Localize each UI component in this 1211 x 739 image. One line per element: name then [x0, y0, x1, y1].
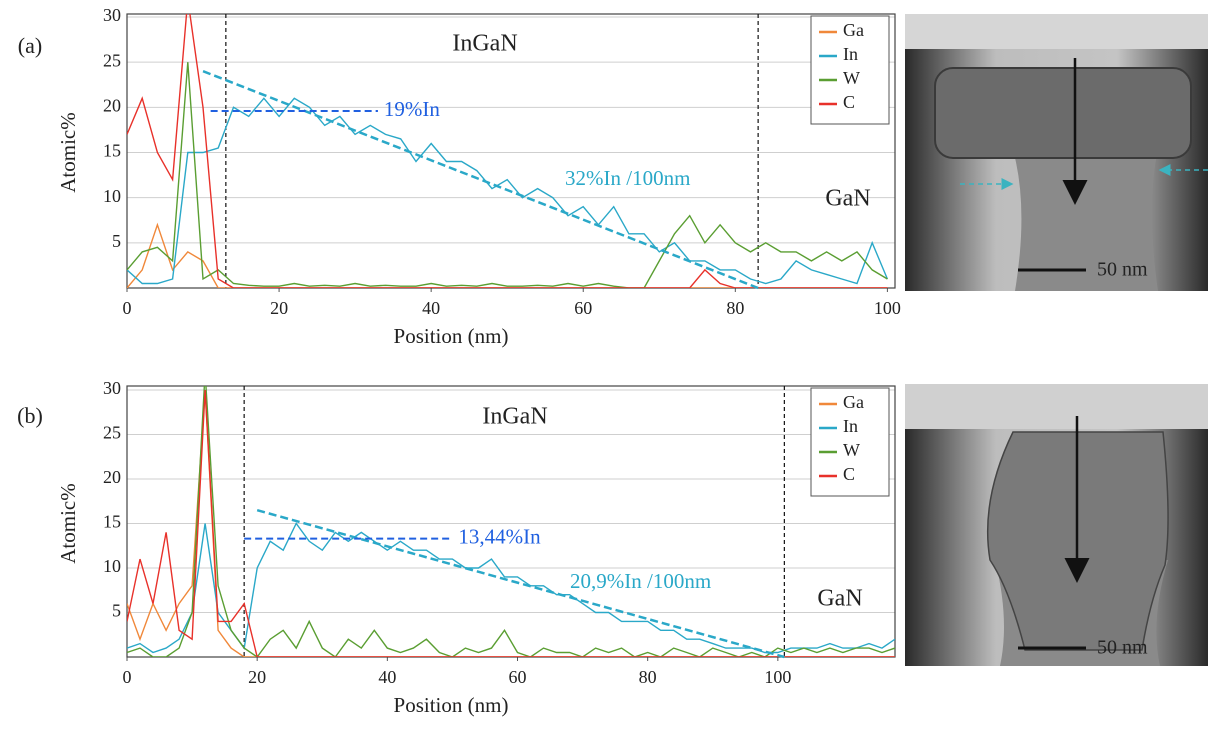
legend-label: In [843, 416, 858, 436]
level-label: 13,44%In [458, 524, 541, 548]
x-tick-label: 40 [422, 298, 440, 318]
y-tick-label: 30 [103, 5, 121, 25]
region-label: GaN [817, 586, 862, 612]
legend-label: Ga [843, 392, 864, 412]
series-line [127, 222, 888, 288]
x-tick-label: 80 [726, 298, 744, 318]
x-tick-label: 0 [123, 667, 132, 687]
x-tick-label: 100 [764, 667, 791, 687]
series-line [127, 62, 888, 288]
y-tick-label: 25 [103, 50, 121, 70]
y-tick-label: 5 [112, 231, 121, 251]
legend-label: C [843, 92, 855, 112]
y-tick-label: 10 [103, 186, 121, 206]
x-tick-label: 20 [248, 667, 266, 687]
series-line [127, 97, 889, 285]
y-tick-label: 30 [103, 378, 121, 398]
tem-image-a: 50 nm [905, 14, 1208, 291]
level-label: 19%In [384, 97, 440, 121]
y-tick-label: 20 [103, 95, 121, 115]
legend-label: In [843, 44, 858, 64]
trend-line [202, 70, 759, 290]
panel-label: (a) [18, 33, 42, 58]
region-label: GaN [825, 186, 870, 212]
chart: (b) 5 10 15 20 25 30 0 20 40 60 80 100 Position (nm) A… [17, 378, 896, 717]
legend-label: W [843, 440, 860, 460]
legend-label: C [843, 464, 855, 484]
y-tick-label: 10 [103, 556, 121, 576]
y-tick-label: 5 [112, 601, 121, 621]
y-tick-label: 15 [103, 512, 121, 532]
x-axis-title: Position (nm) [394, 324, 509, 348]
x-tick-label: 100 [874, 298, 901, 318]
y-tick-label: 20 [103, 467, 121, 487]
y-axis-title: Atomic% [56, 112, 80, 192]
chart: (a) 5 10 15 20 25 30 0 20 40 60 80 100 Position (nm) A… [18, 5, 901, 348]
x-tick-label: 40 [378, 667, 396, 687]
tem-image-b: 50 nm [905, 384, 1208, 666]
x-tick-label: 60 [509, 667, 527, 687]
series-line [127, 386, 895, 657]
y-tick-label: 15 [103, 141, 121, 161]
scale-label: 50 nm [1097, 259, 1148, 281]
region-label: InGaN [482, 404, 547, 430]
x-tick-label: 20 [270, 298, 288, 318]
trend-line [256, 508, 785, 659]
series-line [127, 389, 895, 657]
slope-label: 20,9%In /100nm [570, 569, 711, 593]
y-tick-label: 25 [103, 423, 121, 443]
legend-label: Ga [843, 20, 864, 40]
legend-box [810, 387, 890, 497]
y-axis-title: Atomic% [56, 483, 80, 563]
x-tick-label: 80 [639, 667, 657, 687]
legend-label: W [843, 68, 860, 88]
scale-label: 50 nm [1097, 637, 1148, 659]
x-tick-label: 60 [574, 298, 592, 318]
slope-label: 32%In /100nm [565, 166, 690, 190]
region-label: InGaN [452, 31, 517, 57]
x-tick-label: 0 [123, 298, 132, 318]
panel-label: (b) [17, 403, 43, 428]
legend-box [810, 15, 890, 125]
x-axis-title: Position (nm) [394, 693, 509, 717]
